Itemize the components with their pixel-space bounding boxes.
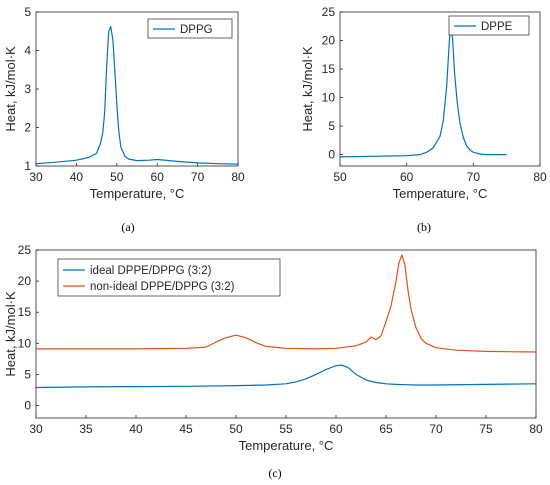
caption-b: (b): [417, 220, 431, 234]
x-tick-label-b-3: 80: [533, 170, 547, 184]
x-tick-label-c-5: 55: [279, 422, 293, 436]
y-tick-label-b-3: 15: [322, 62, 336, 76]
legend-b: DPPE: [448, 15, 530, 36]
x-tick-label-c-7: 65: [379, 422, 393, 436]
x-tick-label-c-6: 60: [329, 422, 343, 436]
x-tick-label-a-2: 50: [110, 170, 124, 184]
panel-a: 30 40 50 60 70 80 1 2 3 4 5 Temperature, °C Heat,…: [3, 5, 245, 234]
x-tick-label-a-5: 80: [231, 170, 245, 184]
x-tick-label-a-4: 70: [191, 170, 205, 184]
y-tick-label-c-3: 15: [18, 305, 32, 319]
panel-b: 50 60 70 80 0 5 10 15 20 25 Temperature, °C Heat…: [300, 5, 547, 234]
x-ticks-c: 30 35 40 45 50 55 60 65 70 75 80: [29, 415, 543, 436]
legend-a: DPPG: [147, 18, 233, 39]
x-tick-label-a-1: 40: [70, 170, 84, 184]
plot-area-b: [339, 11, 541, 167]
x-tick-label-a-3: 60: [151, 170, 165, 184]
y-tick-label-b-2: 10: [322, 91, 336, 105]
y-tick-label-a-0: 1: [24, 159, 31, 173]
legend-c: ideal DPPE/DPPG (3:2) non-ideal DPPE/DPP…: [57, 258, 281, 297]
x-axis-label-b: Temperature, °C: [393, 186, 488, 201]
caption-c: (c): [268, 466, 281, 480]
y-ticks-b: 0 5 10 15 20 25: [322, 5, 343, 162]
y-tick-label-b-0: 0: [328, 148, 335, 162]
x-tick-label-b-1: 60: [400, 170, 414, 184]
y-tick-label-c-4: 20: [18, 274, 32, 288]
y-axis-label-a: Heat, kJ/mol·K: [3, 46, 18, 132]
x-tick-label-c-9: 75: [479, 422, 493, 436]
series-line-c-0: [35, 364, 537, 389]
x-tick-label-c-0: 30: [29, 422, 43, 436]
x-tick-label-c-1: 35: [79, 422, 93, 436]
y-tick-label-a-2: 3: [24, 82, 31, 96]
y-tick-label-b-1: 5: [328, 119, 335, 133]
y-tick-label-c-0: 0: [24, 399, 31, 413]
x-ticks-a: 30 40 50 60 70 80: [29, 163, 245, 184]
legend-label-c-1: non-ideal DPPE/DPPG (3:2): [90, 281, 235, 293]
x-ticks-b: 50 60 70 80: [333, 163, 547, 184]
legend-box-c: [57, 258, 281, 297]
y-axis-label-b: Heat, kJ/mol·K: [300, 46, 315, 132]
legend-label-b-0: DPPE: [481, 21, 513, 33]
y-ticks-c: 0 5 10 15 20 25: [18, 243, 39, 413]
series-line-c-1: [36, 254, 537, 353]
legend-label-c-0: ideal DPPE/DPPG (3:2): [90, 265, 212, 277]
y-tick-label-c-1: 5: [24, 367, 31, 381]
x-tick-label-c-10: 80: [529, 422, 543, 436]
legend-label-a-0: DPPG: [180, 24, 213, 36]
y-tick-label-b-5: 25: [322, 5, 336, 19]
lines-a: [35, 26, 239, 165]
legend-box-a: [147, 18, 233, 39]
x-tick-label-c-8: 70: [429, 422, 443, 436]
lines-c: [35, 254, 537, 389]
panel-c: 30 35 40 45 50 55 60 65 70 75 80 0 5 10 15 20 25 Temper…: [3, 243, 543, 480]
x-tick-label-b-0: 50: [333, 170, 347, 184]
y-tick-label-a-3: 4: [24, 44, 31, 58]
y-tick-label-a-4: 5: [24, 5, 31, 19]
x-axis-label-c: Temperature, °C: [239, 438, 334, 453]
x-axis-label-a: Temperature, °C: [90, 186, 185, 201]
x-tick-label-a-0: 30: [29, 170, 43, 184]
caption-a: (a): [121, 220, 134, 234]
y-tick-label-c-5: 25: [18, 243, 32, 257]
x-tick-label-b-2: 70: [467, 170, 481, 184]
x-tick-label-c-3: 45: [179, 422, 193, 436]
x-tick-label-c-4: 50: [229, 422, 243, 436]
legend-box-b: [448, 15, 530, 36]
y-axis-label-c: Heat, kJ/mol·K: [3, 291, 18, 377]
y-ticks-a: 1 2 3 4 5: [24, 5, 39, 173]
y-tick-label-b-4: 20: [322, 34, 336, 48]
x-tick-label-c-2: 40: [129, 422, 143, 436]
y-tick-label-a-1: 2: [24, 121, 31, 135]
series-line-a-0: [35, 26, 239, 165]
y-tick-label-c-2: 10: [18, 336, 32, 350]
